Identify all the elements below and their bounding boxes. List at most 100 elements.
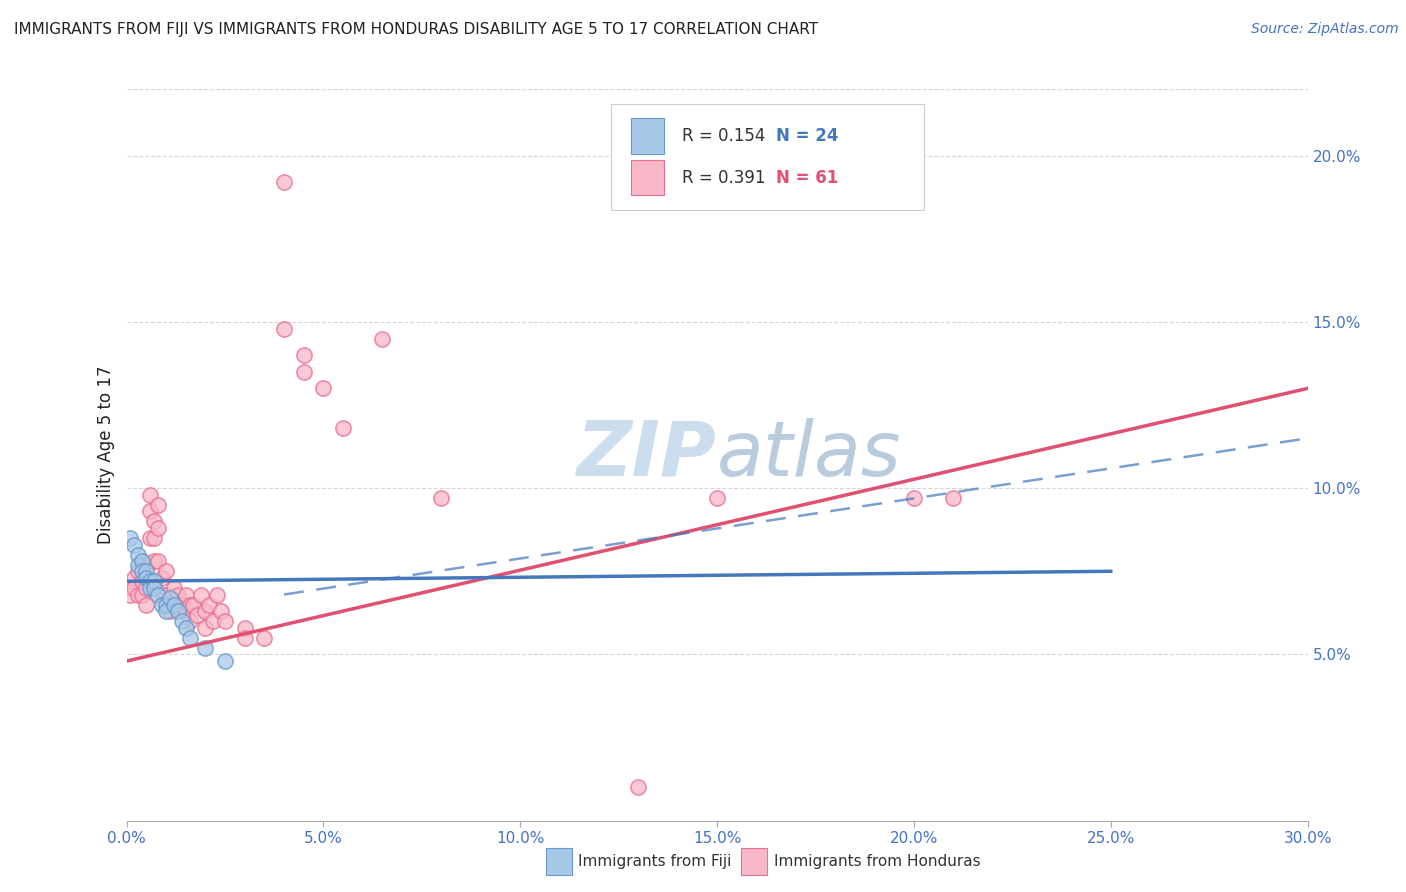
Point (174, 621, 197, 635)
Point (127, 558, 149, 572)
Point (159, 591, 181, 605)
FancyBboxPatch shape (631, 119, 664, 153)
Point (143, 554, 166, 568)
FancyBboxPatch shape (610, 103, 924, 210)
Point (174, 604, 197, 618)
FancyBboxPatch shape (631, 161, 664, 195)
Text: atlas: atlas (717, 418, 901, 491)
Point (183, 598, 205, 612)
Point (131, 564, 153, 578)
Point (135, 581, 157, 595)
Text: N = 24: N = 24 (776, 127, 838, 145)
Point (146, 554, 169, 568)
Point (139, 504, 162, 518)
Point (170, 598, 193, 612)
Point (155, 604, 177, 618)
Point (292, 365, 315, 379)
Point (166, 604, 188, 618)
Point (179, 598, 201, 612)
Y-axis label: Disability Age 5 to 17: Disability Age 5 to 17 (97, 366, 115, 544)
Point (233, 621, 256, 635)
Point (174, 588, 197, 602)
Point (150, 598, 173, 612)
Point (124, 571, 146, 585)
Point (135, 564, 157, 578)
Point (139, 531, 162, 545)
Point (150, 571, 173, 585)
Point (627, 780, 650, 795)
Point (124, 581, 146, 595)
Point (233, 631, 256, 645)
Point (131, 554, 153, 568)
Point (155, 588, 177, 602)
Point (170, 614, 193, 628)
Text: Immigrants from Honduras: Immigrants from Honduras (773, 855, 980, 869)
FancyBboxPatch shape (741, 847, 766, 876)
Point (155, 564, 177, 578)
Point (131, 574, 153, 589)
Point (194, 604, 217, 618)
Point (146, 521, 169, 535)
Point (273, 321, 295, 335)
Point (205, 588, 228, 602)
Point (159, 598, 181, 612)
Point (253, 631, 276, 645)
Point (214, 614, 236, 628)
Point (179, 631, 201, 645)
Point (706, 491, 728, 505)
Point (163, 598, 186, 612)
Text: N = 61: N = 61 (776, 169, 838, 186)
Point (155, 598, 177, 612)
Text: ZIP: ZIP (578, 418, 717, 491)
Point (194, 621, 217, 635)
Point (127, 548, 149, 562)
Text: Immigrants from Fiji: Immigrants from Fiji (578, 855, 731, 869)
Point (139, 488, 162, 502)
Point (146, 588, 169, 602)
Point (127, 564, 149, 578)
Text: IMMIGRANTS FROM FIJI VS IMMIGRANTS FROM HONDURAS DISABILITY AGE 5 TO 17 CORRELAT: IMMIGRANTS FROM FIJI VS IMMIGRANTS FROM … (14, 22, 818, 37)
Point (209, 604, 232, 618)
Point (292, 348, 315, 362)
Point (273, 175, 295, 189)
Point (135, 598, 157, 612)
Point (120, 531, 142, 545)
Point (198, 598, 221, 612)
Point (186, 607, 208, 622)
Text: R = 0.391: R = 0.391 (682, 169, 765, 186)
Point (143, 581, 166, 595)
Point (159, 604, 181, 618)
Point (120, 588, 142, 602)
Point (190, 588, 212, 602)
FancyBboxPatch shape (546, 847, 572, 876)
Point (131, 588, 153, 602)
Point (332, 421, 354, 435)
Point (214, 654, 236, 668)
Point (163, 598, 186, 612)
Point (143, 515, 166, 529)
Point (135, 571, 157, 585)
Point (143, 574, 166, 589)
Point (150, 588, 173, 602)
Point (179, 614, 201, 628)
Point (120, 581, 142, 595)
Point (139, 574, 162, 589)
Point (202, 614, 225, 628)
Point (166, 588, 188, 602)
Point (371, 332, 394, 346)
Point (146, 498, 169, 512)
Point (143, 531, 166, 545)
Point (166, 604, 188, 618)
Point (135, 564, 157, 578)
Point (124, 538, 146, 552)
Point (127, 588, 149, 602)
Point (131, 554, 153, 568)
Text: R = 0.154: R = 0.154 (682, 127, 765, 145)
Point (312, 381, 335, 395)
Point (194, 640, 217, 655)
Point (942, 491, 965, 505)
Point (163, 581, 186, 595)
Text: Source: ZipAtlas.com: Source: ZipAtlas.com (1251, 22, 1399, 37)
Point (430, 491, 453, 505)
Point (903, 491, 925, 505)
